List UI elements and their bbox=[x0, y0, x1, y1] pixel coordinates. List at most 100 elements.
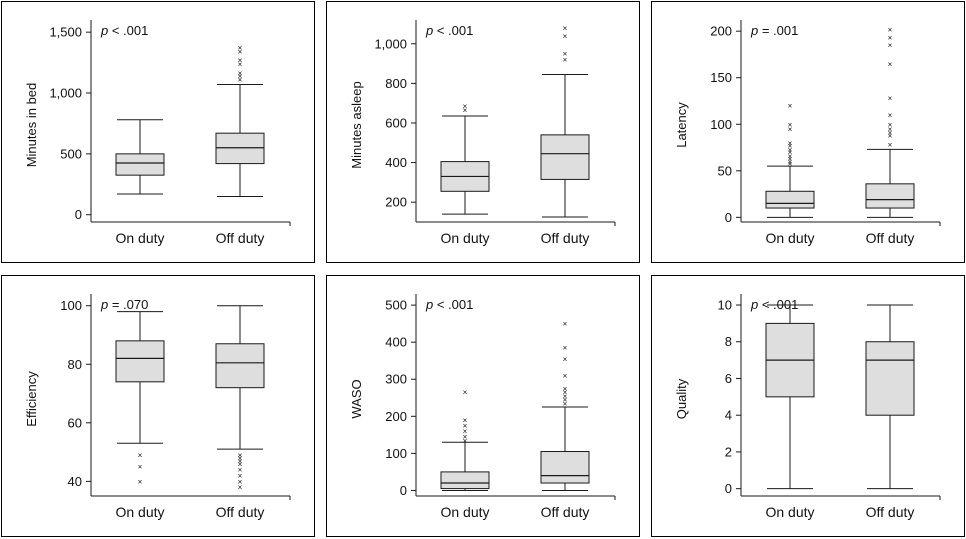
p-value-text: = .070 bbox=[108, 297, 148, 312]
box-group bbox=[865, 304, 915, 490]
y-axis-label: Minutes in bed bbox=[24, 83, 39, 168]
iqr-box bbox=[215, 132, 265, 165]
p-value-label: p < .001 bbox=[425, 297, 473, 312]
y-tick-label: 50 bbox=[718, 163, 732, 178]
outlier-point: × bbox=[563, 388, 568, 397]
outlier-point: × bbox=[788, 102, 793, 111]
outlier-point: × bbox=[238, 451, 243, 460]
y-tick-label: 100 bbox=[385, 446, 407, 461]
outlier-point: × bbox=[238, 483, 243, 492]
x-category-label: Off duty bbox=[866, 230, 915, 246]
box-group: ××××××××××× bbox=[765, 102, 815, 218]
outlier-point: × bbox=[238, 72, 243, 81]
outlier-point: × bbox=[563, 399, 568, 408]
outlier-point: × bbox=[563, 344, 568, 353]
p-value-text: < .001 bbox=[758, 297, 798, 312]
outlier-point: × bbox=[238, 466, 243, 475]
x-category-label: Off duty bbox=[541, 504, 590, 520]
y-tick-label: 200 bbox=[710, 24, 732, 39]
p-value-text: < .001 bbox=[433, 297, 473, 312]
outlier-point: × bbox=[238, 69, 243, 78]
outlier-point: × bbox=[888, 129, 893, 138]
iqr-box bbox=[215, 343, 265, 389]
chart-panel: 200 400 600 800 1,000 Minutes asleep p < .001 ×… bbox=[326, 1, 640, 263]
outlier-point: × bbox=[238, 60, 243, 69]
x-category-label: Off duty bbox=[216, 504, 265, 520]
outlier-point: × bbox=[463, 102, 468, 111]
y-tick-label: 1,500 bbox=[49, 25, 82, 40]
y-tick-label: 0 bbox=[400, 483, 407, 498]
outlier-point: × bbox=[888, 141, 893, 150]
iqr-box bbox=[865, 341, 915, 416]
y-tick-label: 200 bbox=[385, 195, 407, 210]
p-value-label: p = .070 bbox=[100, 297, 148, 312]
y-axis-label: Efficiency bbox=[24, 371, 39, 427]
box-group: ××××××××× bbox=[540, 320, 590, 491]
outlier-point: × bbox=[788, 159, 793, 168]
y-tick-label: 1,000 bbox=[49, 86, 82, 101]
p-value-text: < .001 bbox=[433, 23, 473, 38]
outlier-point: × bbox=[238, 76, 243, 85]
outlier-point: × bbox=[138, 451, 143, 460]
y-tick-label: 100 bbox=[60, 298, 82, 313]
y-tick-label: 500 bbox=[60, 146, 82, 161]
outlier-point: × bbox=[563, 56, 568, 65]
y-tick-label: 400 bbox=[385, 335, 407, 350]
outlier-point: × bbox=[888, 34, 893, 43]
y-axis-label: Latency bbox=[674, 102, 689, 148]
outlier-point: × bbox=[888, 60, 893, 69]
p-value-label: p = .001 bbox=[750, 23, 798, 38]
p-symbol: p bbox=[750, 23, 758, 38]
y-tick-label: 200 bbox=[385, 409, 407, 424]
outlier-point: × bbox=[238, 457, 243, 466]
x-category-label: On duty bbox=[765, 230, 814, 246]
y-tick-label: 600 bbox=[385, 115, 407, 130]
y-tick-label: 10 bbox=[718, 298, 732, 313]
y-tick-label: 40 bbox=[68, 474, 82, 489]
iqr-box bbox=[115, 153, 165, 176]
outlier-point: × bbox=[788, 120, 793, 129]
outlier-point: × bbox=[563, 396, 568, 405]
outlier-point: × bbox=[138, 477, 143, 486]
outlier-point: × bbox=[238, 460, 243, 469]
box-plot: 200 400 600 800 1,000 Minutes asleep p < .001 ×… bbox=[349, 20, 616, 246]
p-value-label: p < .001 bbox=[425, 23, 473, 38]
outlier-point: × bbox=[563, 392, 568, 401]
y-tick-label: 500 bbox=[385, 298, 407, 313]
outlier-point: × bbox=[238, 472, 243, 481]
iqr-box bbox=[440, 471, 490, 490]
y-tick-label: 0 bbox=[725, 210, 732, 225]
outlier-point: × bbox=[463, 436, 468, 445]
outlier-point: × bbox=[788, 155, 793, 164]
outlier-point: × bbox=[788, 148, 793, 157]
y-tick-label: 300 bbox=[385, 372, 407, 387]
y-tick-label: 1,000 bbox=[374, 36, 407, 51]
box-group bbox=[115, 119, 165, 195]
outlier-point: × bbox=[563, 32, 568, 41]
outlier-point: × bbox=[138, 463, 143, 472]
outlier-point: × bbox=[563, 385, 568, 394]
p-value-text: < .001 bbox=[108, 23, 148, 38]
p-value-label: p < .001 bbox=[100, 23, 148, 38]
outlier-point: × bbox=[463, 427, 468, 436]
p-value-text: = .001 bbox=[758, 23, 798, 38]
box-group: ×××× bbox=[540, 24, 590, 218]
iqr-box bbox=[540, 451, 590, 484]
outlier-point: × bbox=[888, 131, 893, 140]
box-group: ××××××××××× bbox=[865, 25, 915, 218]
outlier-point: × bbox=[563, 320, 568, 329]
p-value-label: p < .001 bbox=[750, 297, 798, 312]
y-tick-label: 60 bbox=[68, 415, 82, 430]
x-category-label: Off duty bbox=[541, 230, 590, 246]
chart-panel: 0 50 100 150 200 Latency p = .001 × × × × × × × × × × × On… bbox=[651, 1, 965, 263]
box-plot: 0 2 4 6 8 10 Quality p < .001 On duty Off duty bbox=[674, 294, 941, 520]
outlier-point: × bbox=[888, 111, 893, 120]
outlier-point: × bbox=[788, 139, 793, 148]
outlier-point: × bbox=[463, 433, 468, 442]
box-group: × × × bbox=[115, 311, 165, 486]
y-tick-label: 4 bbox=[725, 408, 732, 423]
iqr-box bbox=[115, 340, 165, 383]
outlier-point: × bbox=[463, 106, 468, 115]
